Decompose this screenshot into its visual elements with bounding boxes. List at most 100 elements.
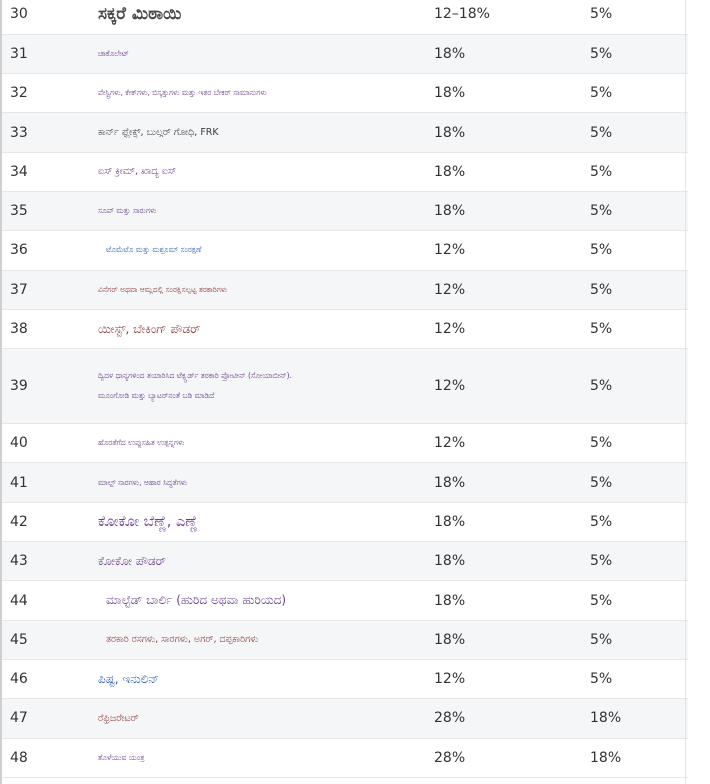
old-rate: 18%	[426, 620, 582, 660]
old-rate: 12–18%	[426, 0, 582, 35]
old-rate: 12%	[426, 348, 582, 425]
table-row: 33 ಕಾರ್ನ್ ಫ್ಲೇಕ್ಸ್, ಬುಲ್ಗರ್ ಗೋಧಿ, FRK 18…	[2, 112, 688, 153]
old-rate: 12%	[426, 309, 582, 350]
new-rate: 5%	[582, 580, 688, 621]
new-rate: 5%	[582, 73, 688, 114]
row-number: 44	[2, 580, 90, 621]
table-row: 48 ತೊಳೆಯುವ ಯಂತ್ರ 28% 18%	[2, 738, 688, 778]
row-number: 31	[2, 34, 90, 75]
table-row: 46 ಪಿಷ್ಟ, ಇನುಲಿನ್ 12% 5%	[2, 659, 688, 700]
table-row: 43 ಕೋಕೋ ಪೌಡರ್ 18% 5%	[2, 541, 688, 582]
new-rate: 5%	[582, 230, 688, 271]
table-row: 44 ಮಾಲ್ಟೆಡ್ ಬಾರ್ಲಿ (ಹುರಿದ ಅಥವಾ ಹುರಿಯದ) 1…	[2, 580, 688, 621]
item-name: ಮಾಲ್ಟೆಡ್ ಬಾರ್ಲಿ (ಹುರಿದ ಅಥವಾ ಹುರಿಯದ)	[90, 580, 426, 621]
item-name: ಟೊಮೆಟೊ ಮತ್ತು ಮಶ್ರೂಮ್ ಸಂರಕ್ಷಣೆ	[90, 230, 426, 271]
column-divider	[685, 0, 686, 784]
table-row: 35 ಸೂಪ್ ಮತ್ತು ಸಾರುಗಳು 18% 5%	[2, 191, 688, 232]
gst-rate-table: 30 ಸಕ್ಕರೆ ಮಿಠಾಯಿ 12–18% 5% 31 ಚಾಕೊಲೇಟ್ 1…	[2, 0, 688, 778]
new-rate: 5%	[582, 659, 688, 700]
item-name: ಚಾಕೊಲೇಟ್	[90, 34, 426, 75]
new-rate: 5%	[582, 309, 688, 350]
table-row: 45 ತರಕಾರಿ ರಸಗಳು, ಸಾರಗಳು, ಅಗರ್, ದಪ್ಪಕಾರಿಗ…	[2, 620, 688, 660]
table-row: 32 ಪೇಸ್ಟ್ರಿಗಳು, ಕೇಕ್‌ಗಳು, ಬಿಸ್ಕತ್ತುಗಳು ಮ…	[2, 73, 688, 114]
row-number: 48	[2, 738, 90, 778]
row-number: 45	[2, 620, 90, 660]
item-name: ಸಕ್ಕರೆ ಮಿಠಾಯಿ	[90, 0, 426, 35]
old-rate: 18%	[426, 462, 582, 503]
row-number: 39	[2, 348, 90, 425]
row-number: 47	[2, 698, 90, 739]
table-row: 40 ಹೊರತೆಗೆದ ಉಪ್ಪುಸಹಿತ ಉತ್ಪನ್ನಗಳು 12% 5%	[2, 423, 688, 464]
new-rate: 5%	[582, 112, 688, 153]
old-rate: 18%	[426, 580, 582, 621]
item-name: ತರಕಾರಿ ರಸಗಳು, ಸಾರಗಳು, ಅಗರ್, ದಪ್ಪಕಾರಿಗಳು	[90, 620, 426, 660]
old-rate: 28%	[426, 738, 582, 778]
row-number: 34	[2, 152, 90, 192]
old-rate: 12%	[426, 270, 582, 310]
item-name-multiline: ದ್ವಿದಳ ಧಾನ್ಯಗಳಿಂದ ತಯಾರಿಸಿದ ಟೆಕ್ಸ್ಚರ್ಡ್ ತ…	[90, 348, 426, 425]
item-name: ರೆಫ್ರಿಜರೇಟರ್	[90, 698, 426, 739]
item-name: ಐಸ್ ಕ್ರೀಮ್, ಖಾದ್ಯ ಐಸ್	[90, 152, 426, 192]
row-number: 42	[2, 502, 90, 543]
new-rate: 5%	[582, 0, 688, 35]
old-rate: 12%	[426, 230, 582, 271]
new-rate: 5%	[582, 502, 688, 543]
row-number: 36	[2, 230, 90, 271]
row-number: 35	[2, 191, 90, 232]
item-name: ಸೂಪ್ ಮತ್ತು ಸಾರುಗಳು	[90, 191, 426, 232]
new-rate: 5%	[582, 348, 688, 425]
table-row: 42 ಕೋಕೋ ಬೆಣ್ಣೆ, ಎಣ್ಣೆ 18% 5%	[2, 502, 688, 543]
item-name: ಪಿಷ್ಟ, ಇನುಲಿನ್	[90, 659, 426, 700]
row-number: 46	[2, 659, 90, 700]
table-row: 39 ದ್ವಿದಳ ಧಾನ್ಯಗಳಿಂದ ತಯಾರಿಸಿದ ಟೆಕ್ಸ್ಚರ್ಡ…	[2, 348, 688, 425]
row-number: 38	[2, 309, 90, 350]
item-name: ಪೇಸ್ಟ್ರಿಗಳು, ಕೇಕ್‌ಗಳು, ಬಿಸ್ಕತ್ತುಗಳು ಮತ್ತ…	[90, 73, 426, 114]
old-rate: 18%	[426, 502, 582, 543]
row-number: 40	[2, 423, 90, 464]
row-number: 37	[2, 270, 90, 310]
new-rate: 5%	[582, 191, 688, 232]
item-name: ಕೋಕೋ ಪೌಡರ್	[90, 541, 426, 582]
table-row: 31 ಚಾಕೊಲೇಟ್ 18% 5%	[2, 34, 688, 75]
new-rate: 18%	[582, 738, 688, 778]
old-rate: 28%	[426, 698, 582, 739]
table-row: 38 ಯೀಸ್ಟ್, ಬೇಕಿಂಗ್ ಪೌಡರ್ 12% 5%	[2, 309, 688, 350]
item-name: ತೊಳೆಯುವ ಯಂತ್ರ	[90, 738, 426, 778]
table-row: 30 ಸಕ್ಕರೆ ಮಿಠಾಯಿ 12–18% 5%	[2, 0, 688, 35]
new-rate: 5%	[582, 620, 688, 660]
old-rate: 18%	[426, 112, 582, 153]
item-name: ಮಾಲ್ಟ್ ಸಾರಗಳು, ಆಹಾರ ಸಿದ್ಧತೆಗಳು	[90, 462, 426, 503]
new-rate: 5%	[582, 270, 688, 310]
new-rate: 5%	[582, 541, 688, 582]
item-name: ಯೀಸ್ಟ್, ಬೇಕಿಂಗ್ ಪೌಡರ್	[90, 309, 426, 350]
item-name: ವಿನೆಗರ್ ಅಥವಾ ಆಮ್ಲದಲ್ಲಿ ಸಂರಕ್ಷಿಸಲ್ಪಟ್ಟ ತರ…	[90, 270, 426, 310]
new-rate: 18%	[582, 698, 688, 739]
old-rate: 12%	[426, 423, 582, 464]
table-row: 34 ಐಸ್ ಕ್ರೀಮ್, ಖಾದ್ಯ ಐಸ್ 18% 5%	[2, 152, 688, 192]
table-row: 47 ರೆಫ್ರಿಜರೇಟರ್ 28% 18%	[2, 698, 688, 739]
table-row: 41 ಮಾಲ್ಟ್ ಸಾರಗಳು, ಆಹಾರ ಸಿದ್ಧತೆಗಳು 18% 5%	[2, 462, 688, 503]
item-name: ಕಾರ್ನ್ ಫ್ಲೇಕ್ಸ್, ಬುಲ್ಗರ್ ಗೋಧಿ, FRK	[90, 112, 426, 153]
old-rate: 18%	[426, 34, 582, 75]
row-number: 30	[2, 0, 90, 35]
new-rate: 5%	[582, 34, 688, 75]
new-rate: 5%	[582, 462, 688, 503]
table-row: 36 ಟೊಮೆಟೊ ಮತ್ತು ಮಶ್ರೂಮ್ ಸಂರಕ್ಷಣೆ 12% 5%	[2, 230, 688, 271]
table-row: 37 ವಿನೆಗರ್ ಅಥವಾ ಆಮ್ಲದಲ್ಲಿ ಸಂರಕ್ಷಿಸಲ್ಪಟ್ಟ…	[2, 270, 688, 310]
row-number: 33	[2, 112, 90, 153]
old-rate: 18%	[426, 191, 582, 232]
row-number: 41	[2, 462, 90, 503]
item-name: ಹೊರತೆಗೆದ ಉಪ್ಪುಸಹಿತ ಉತ್ಪನ್ನಗಳು	[90, 423, 426, 464]
row-number: 43	[2, 541, 90, 582]
old-rate: 12%	[426, 659, 582, 700]
new-rate: 5%	[582, 152, 688, 192]
old-rate: 18%	[426, 541, 582, 582]
old-rate: 18%	[426, 152, 582, 192]
item-name-line-1: ದ್ವಿದಳ ಧಾನ್ಯಗಳಿಂದ ತಯಾರಿಸಿದ ಟೆಕ್ಸ್ಚರ್ಡ್ ತ…	[98, 371, 292, 381]
new-rate: 5%	[582, 423, 688, 464]
item-name: ಕೋಕೋ ಬೆಣ್ಣೆ, ಎಣ್ಣೆ	[90, 502, 426, 543]
item-name-line-2: ಮೂಂಗೋಡಿ ಮತ್ತು ಬ್ಯಾಟರ್‌ನಂತೆ ಬಡಿ ಮಾಡಿದೆ	[98, 391, 215, 401]
row-number: 32	[2, 73, 90, 114]
old-rate: 18%	[426, 73, 582, 114]
